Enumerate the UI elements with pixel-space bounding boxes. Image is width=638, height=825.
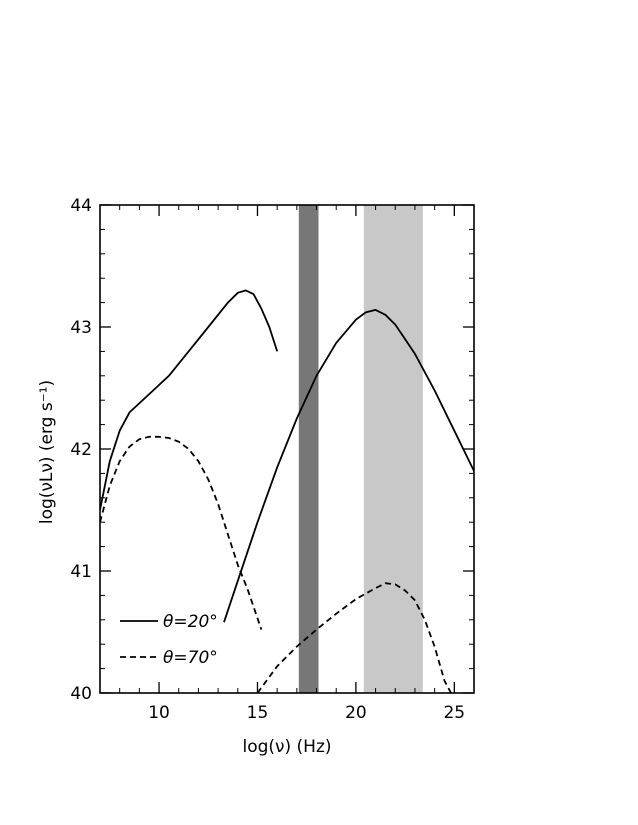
series-1-segment-1 (100, 289, 279, 511)
y-tick-label: 42 (70, 440, 92, 460)
curves-layer (100, 289, 474, 693)
series-2-segment-2 (256, 582, 453, 693)
y-tick-label: 43 (70, 318, 92, 338)
y-tick-label: 40 (70, 684, 92, 704)
y-axis-title: log(νLν) (erg s⁻¹) (37, 380, 57, 524)
x-tick-label: 25 (443, 703, 465, 723)
band-1 (298, 205, 319, 693)
band-2 (363, 205, 423, 693)
y-tick-label: 41 (70, 562, 92, 582)
series-1-segment-2 (223, 309, 474, 623)
legend: θ=20° θ=70° (120, 612, 218, 668)
x-tick-label: 10 (148, 703, 170, 723)
x-tick-label: 20 (345, 703, 367, 723)
y-tick-label: 44 (70, 196, 92, 216)
ticks-layer: 10 15 20 25 40 41 42 43 44 (70, 196, 475, 723)
x-axis-title: log(ν) (Hz) (242, 737, 331, 757)
legend-label-2: θ=70° (163, 648, 218, 668)
x-tick-label: 15 (247, 703, 269, 723)
legend-label-1: θ=20° (163, 612, 218, 632)
series-2-segment-1 (100, 435, 263, 630)
bands-layer (298, 205, 423, 693)
